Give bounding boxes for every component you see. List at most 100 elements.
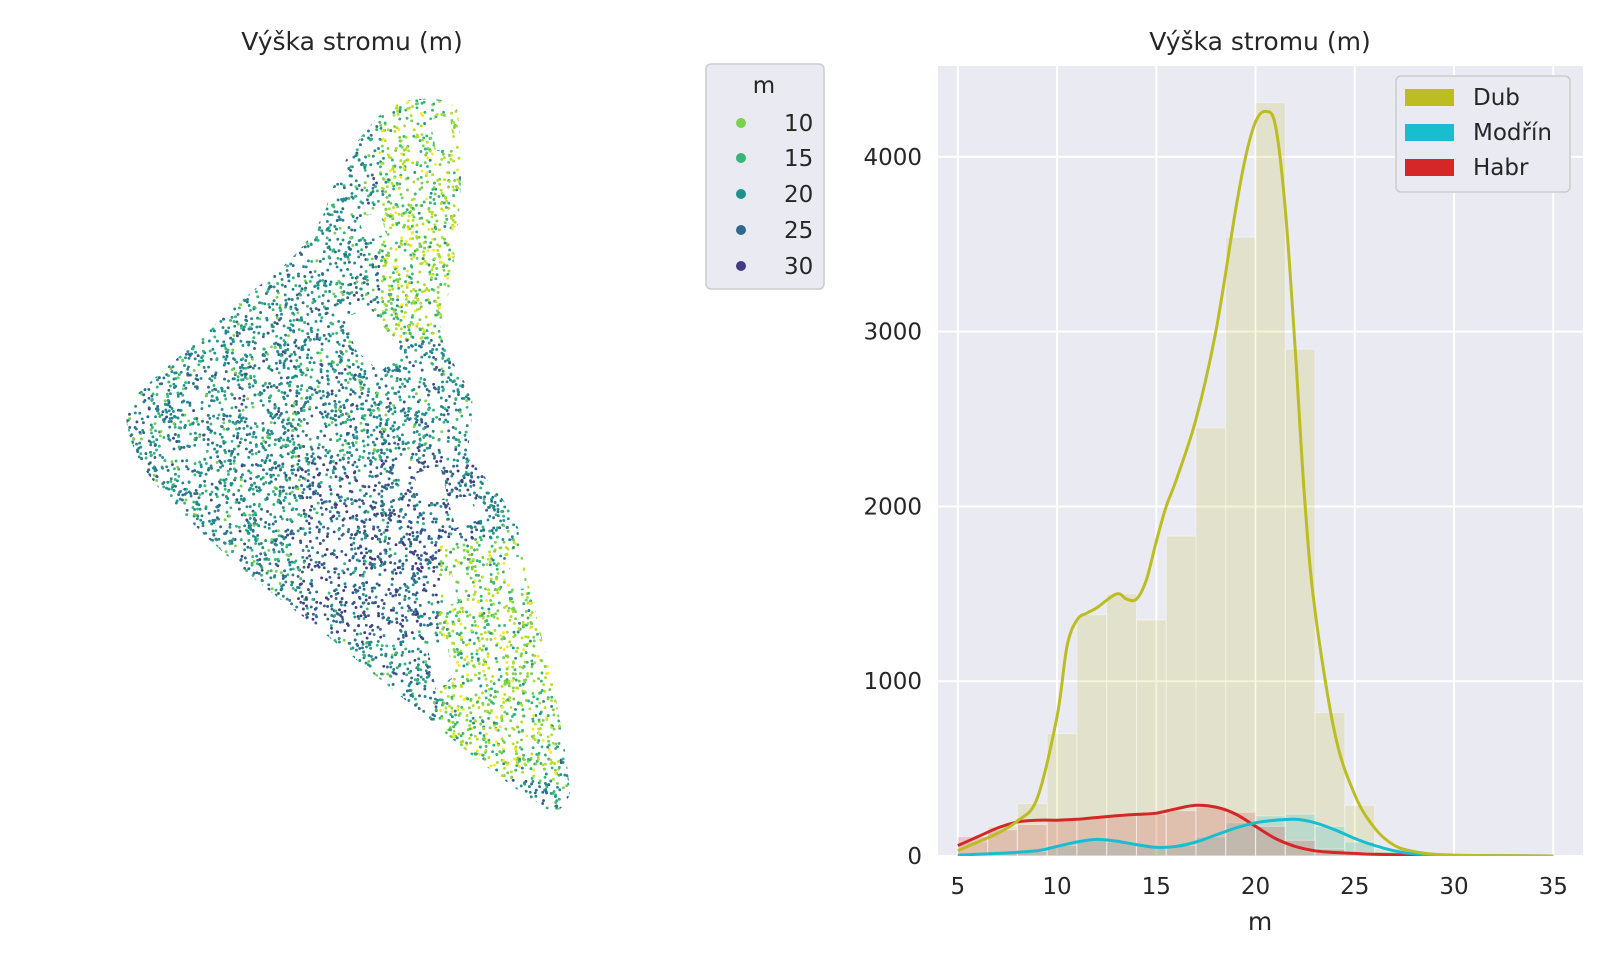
scatter-point	[420, 169, 424, 173]
scatter-point	[528, 424, 532, 428]
scatter-point	[228, 287, 232, 291]
scatter-point	[470, 206, 474, 210]
scatter-point	[233, 762, 237, 765]
scatter-point	[364, 518, 368, 522]
scatter-point	[492, 811, 496, 812]
scatter-point	[142, 198, 146, 202]
scatter-point	[568, 756, 570, 759]
scatter-point	[526, 674, 529, 678]
scatter-point	[379, 532, 383, 536]
scatter-point	[161, 278, 165, 282]
scatter-point	[258, 626, 262, 630]
scatter-point	[458, 484, 462, 488]
scatter-point	[314, 810, 318, 812]
scatter-point	[567, 157, 570, 161]
scatter-point	[330, 666, 333, 670]
scatter-point	[319, 714, 323, 718]
scatter-point	[273, 274, 277, 278]
scatter-point	[264, 189, 268, 193]
scatter-point	[131, 562, 135, 566]
scatter-point	[279, 130, 283, 134]
scatter-point	[502, 424, 506, 428]
scatter-point	[173, 549, 177, 553]
scatter-point	[415, 99, 419, 103]
scatter-point	[559, 205, 563, 209]
scatter-point	[200, 810, 204, 812]
scatter-point	[398, 385, 402, 389]
scatter-point	[205, 318, 209, 322]
scatter-point	[155, 658, 159, 662]
scatter-point	[506, 338, 510, 342]
scatter-point	[430, 268, 434, 272]
scatter-point	[328, 485, 332, 488]
scatter-point	[352, 684, 356, 688]
scatter-point	[294, 166, 298, 170]
scatter-point	[316, 492, 320, 496]
scatter-point	[256, 125, 260, 129]
scatter-point	[213, 604, 217, 608]
scatter-point	[306, 259, 310, 263]
scatter-point	[268, 436, 272, 440]
scatter-point	[330, 181, 334, 185]
scatter-point	[266, 668, 270, 672]
scatter-point	[211, 219, 215, 222]
scatter-point	[350, 291, 354, 294]
scatter-point	[508, 390, 512, 393]
scatter-point	[531, 340, 535, 344]
scatter-point	[558, 186, 562, 190]
scatter-point	[372, 177, 376, 180]
scatter-point	[553, 372, 557, 376]
scatter-point	[567, 124, 570, 128]
scatter-point	[543, 812, 546, 815]
scatter-point	[126, 149, 130, 153]
scatter-point	[133, 539, 137, 543]
scatter-point	[292, 671, 296, 675]
scatter-point	[251, 286, 255, 290]
scatter-point	[126, 681, 128, 685]
scatter-point	[539, 491, 543, 495]
scatter-point	[232, 754, 236, 758]
scatter-point	[152, 271, 156, 274]
scatter-point	[129, 254, 133, 258]
scatter-point	[495, 740, 499, 744]
scatter-point	[545, 533, 548, 537]
scatter-point	[553, 524, 557, 528]
scatter-point	[246, 587, 250, 590]
scatter-point	[168, 203, 172, 207]
scatter-point	[402, 331, 406, 335]
scatter-point	[247, 628, 251, 632]
scatter-point	[274, 174, 278, 178]
scatter-point	[524, 545, 528, 549]
scatter-point	[469, 363, 473, 367]
scatter-point	[260, 703, 264, 707]
scatter-point	[333, 757, 337, 761]
scatter-point	[397, 774, 401, 778]
scatter-point	[360, 670, 364, 674]
scatter-point	[334, 782, 338, 785]
scatter-point	[183, 145, 187, 149]
scatter-point	[164, 250, 168, 254]
scatter-point	[560, 666, 564, 670]
scatter-point	[218, 308, 222, 312]
scatter-point	[163, 800, 167, 804]
scatter-point	[363, 731, 367, 735]
scatter-point	[540, 104, 544, 108]
scatter-point	[420, 769, 424, 773]
scatter-point	[502, 108, 506, 112]
scatter-point	[222, 801, 226, 805]
scatter-point	[150, 394, 154, 398]
scatter-point	[150, 398, 154, 402]
scatter-point	[446, 439, 450, 443]
scatter-point	[508, 303, 512, 307]
scatter-point	[436, 698, 440, 702]
scatter-point	[308, 484, 312, 488]
scatter-point	[385, 455, 389, 459]
scatter-point	[488, 218, 492, 222]
scatter-point	[295, 816, 298, 819]
scatter-point	[315, 525, 319, 529]
scatter-point	[254, 264, 258, 268]
scatter-point	[353, 547, 357, 551]
scatter-point	[153, 670, 157, 674]
scatter-point	[515, 128, 519, 132]
scatter-point	[483, 393, 487, 397]
